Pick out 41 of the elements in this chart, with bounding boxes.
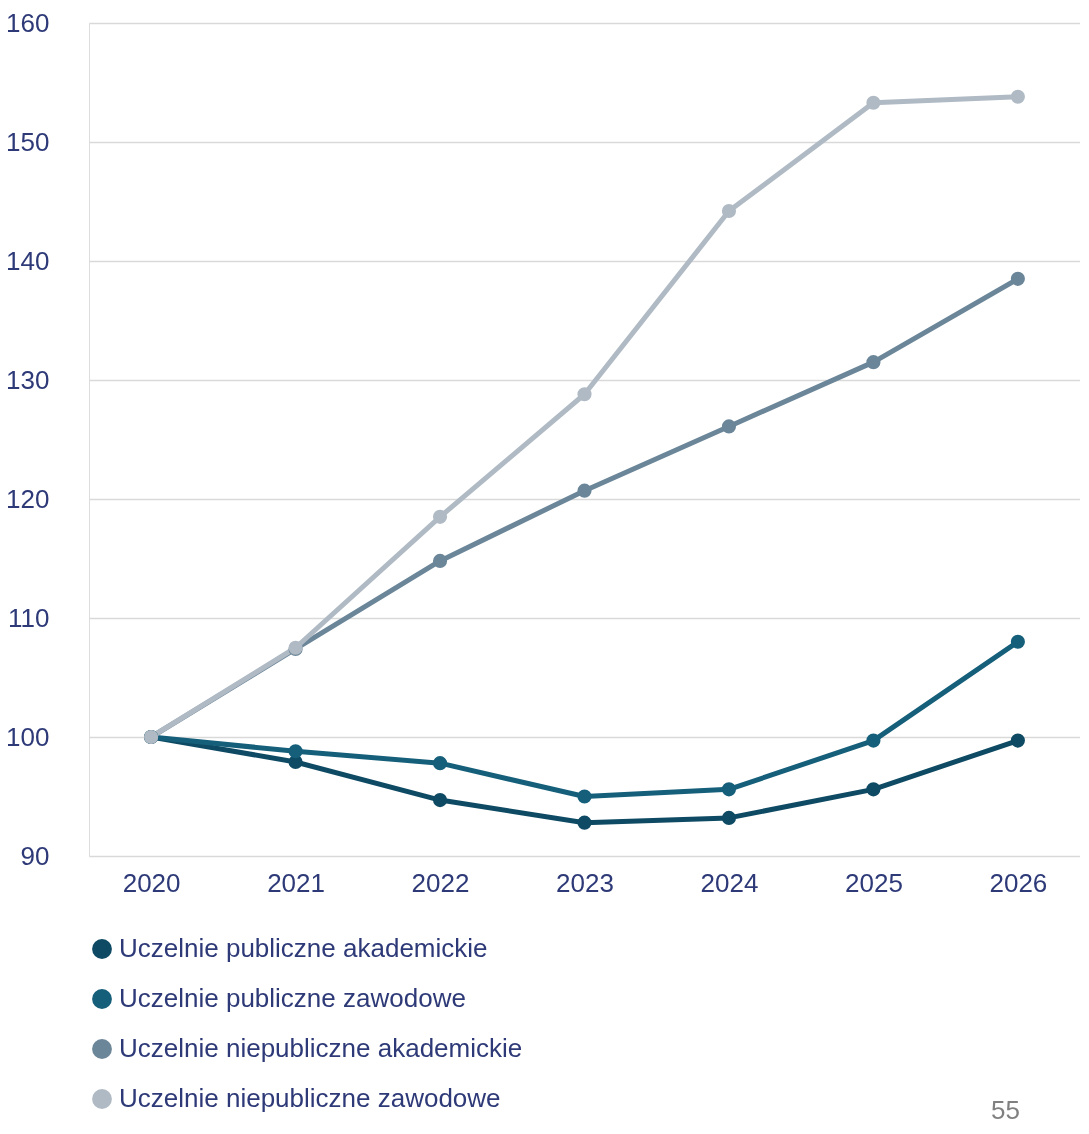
point: [721, 810, 737, 825]
x-tick-label: 2023: [556, 867, 614, 898]
point: [432, 553, 448, 568]
y-tick-label: 100: [6, 721, 50, 752]
y-tick-label: 130: [6, 364, 50, 395]
y-tick-label: 160: [6, 7, 50, 38]
point: [1010, 634, 1025, 649]
legend-label: Uczelnie publiczne zawodowe: [119, 983, 466, 1013]
point: [866, 355, 881, 370]
point: [721, 419, 737, 434]
point: [432, 756, 448, 771]
y-tick-label: 150: [6, 126, 50, 157]
point: [577, 789, 592, 804]
point: [577, 387, 592, 402]
point: [866, 782, 881, 797]
x-tick-label: 2024: [700, 867, 759, 898]
point: [288, 744, 303, 759]
point: [1010, 733, 1025, 748]
point: [1010, 89, 1025, 104]
x-tick-label: 2021: [267, 867, 325, 898]
text: 55: [991, 1095, 1020, 1125]
x-tick-label: 2020: [122, 867, 181, 898]
y-tick-label: 140: [6, 245, 50, 276]
point: [1010, 271, 1025, 286]
point: [866, 95, 881, 110]
legend-label: Uczelnie niepubliczne zawodowe: [119, 1083, 501, 1113]
point: [866, 733, 881, 748]
legend-label: Uczelnie niepubliczne akademickie: [119, 1033, 523, 1063]
x-tick-label: 2026: [989, 867, 1048, 898]
x-tick-label: 2022: [411, 867, 470, 898]
point: [577, 483, 592, 498]
x-tick-label: 2025: [845, 867, 903, 898]
y-tick-label: 120: [6, 483, 50, 514]
point: [432, 793, 448, 808]
point: [577, 815, 592, 830]
point: [721, 203, 737, 219]
y-tick-label: 90: [20, 840, 50, 871]
point: [432, 509, 448, 524]
point: [721, 782, 737, 797]
legend-label: Uczelnie publiczne akademickie: [119, 933, 488, 963]
y-tick-label: 110: [8, 602, 50, 633]
